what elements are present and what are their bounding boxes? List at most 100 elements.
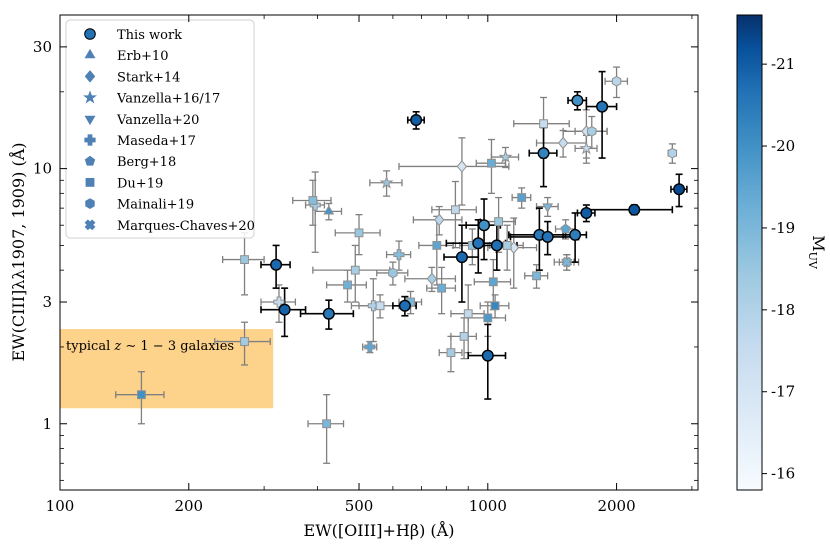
y-tick-label: 30 [33, 38, 52, 56]
point-mainali-19 [611, 75, 622, 87]
legend-label: Du+19 [117, 176, 163, 191]
plot-frame [59, 14, 699, 491]
point-vanzella-16-17 [498, 149, 513, 163]
point-du-19 [322, 419, 332, 429]
point-du-19 [432, 241, 442, 250]
point-du-19 [343, 280, 352, 290]
legend-marker-plus [84, 134, 96, 146]
colorbar-tick-label: -19 [771, 219, 795, 237]
legend-marker-x [84, 219, 96, 231]
point-mainali-19 [388, 267, 398, 279]
legend-box [65, 19, 255, 239]
point-maseda-17 [364, 341, 376, 353]
x-tick-label: 200 [174, 497, 203, 515]
legend-label: Marques-Chaves+20 [117, 219, 255, 234]
point-this-work [481, 349, 494, 362]
point-this-work [571, 94, 584, 107]
point-this-work [673, 183, 686, 196]
point-du-19 [240, 337, 249, 346]
y-tick-label: 3 [42, 293, 52, 311]
point-du-19 [350, 265, 360, 275]
legend-marker-diamond [84, 70, 96, 83]
point-du-19 [437, 283, 447, 293]
point-stark-14 [433, 213, 445, 227]
point-this-work [537, 147, 550, 160]
legend-marker-triangle-up [84, 48, 96, 59]
colorbar-tick-label: -21 [771, 55, 795, 73]
point-stark-14 [426, 272, 438, 286]
shaded-region [60, 329, 274, 409]
point-this-work [398, 299, 411, 312]
legend-label: Berg+18 [117, 155, 176, 170]
point-du-19 [532, 271, 541, 281]
point-this-work [478, 219, 491, 232]
legend-marker-triangle-down [84, 115, 96, 126]
point-this-work [410, 114, 423, 127]
point-vanzella-20 [542, 203, 554, 213]
legend-marker-circle [84, 28, 96, 40]
point-this-work [322, 307, 335, 320]
point-du-19 [483, 313, 493, 323]
point-du-19 [494, 217, 504, 226]
point-du-19 [539, 119, 548, 129]
point-this-work [596, 100, 609, 113]
point-vanzella-16-17 [579, 141, 594, 155]
y-tick-label: 10 [33, 160, 52, 178]
point-du-19 [488, 277, 498, 287]
axes: 100 200 500 1000 2000 1 3 10 30 [33, 15, 698, 515]
shaded-region-layer: typical z ∼ 1 − 3 galaxies [60, 329, 274, 409]
legend-label: Mainali+19 [117, 198, 194, 213]
legend-marker-square [85, 177, 95, 187]
legend-label: Maseda+17 [117, 134, 196, 149]
point-vanzella-16-17 [379, 175, 394, 189]
y-tick-label: 1 [42, 415, 52, 433]
point-du-19 [502, 241, 512, 250]
legend-label: Vanzella+20 [116, 113, 199, 128]
point-du-19 [490, 301, 500, 311]
legend-label: Erb+10 [117, 49, 168, 64]
point-du-19 [487, 158, 496, 168]
point-du-19 [517, 193, 527, 202]
point-this-work [580, 206, 593, 219]
point-marques-chaves-20 [561, 256, 573, 268]
legend-marker-hexagon [85, 198, 95, 209]
legend-label: Vanzella+16/17 [116, 92, 220, 107]
point-this-work [628, 203, 641, 216]
colorbar-tick-label: -20 [771, 137, 795, 155]
point-maseda-17 [393, 249, 405, 261]
points-layer [137, 75, 686, 429]
colorbar [736, 14, 763, 491]
x-tick-label: 1000 [469, 497, 507, 515]
point-du-19 [240, 255, 249, 264]
point-this-work [278, 303, 291, 316]
point-berg-18 [560, 223, 571, 234]
y-axis-label: EW(CIII]λλ1907, 1909) (Å) [8, 142, 28, 361]
colorbar-label: MUV [806, 235, 828, 270]
legend: This work Erb+10 Stark+14 Vanzella+16/17 Van… [65, 19, 255, 239]
shaded-region-label: typical z ∼ 1 − 3 galaxies [66, 339, 234, 354]
point-mainali-19 [587, 125, 597, 137]
x-axis-label: EW([OIII]+Hβ) (Å) [304, 520, 455, 540]
colorbar-tick-label: -18 [771, 301, 795, 319]
point-stark-14 [557, 136, 569, 150]
point-this-work [455, 251, 468, 264]
x-tick-label: 500 [345, 497, 374, 515]
legend-marker-star [83, 90, 97, 104]
point-du-19 [459, 331, 469, 341]
colorbar-tick-label: -17 [771, 383, 795, 401]
point-du-19 [354, 228, 364, 238]
point-du-19 [463, 309, 473, 319]
legend-marker-pentagon [84, 155, 96, 166]
point-du-19 [446, 348, 456, 358]
point-this-work [270, 258, 283, 271]
point-du-19 [450, 205, 460, 215]
point-du-19 [137, 390, 146, 400]
point-erb-10 [323, 205, 335, 215]
colorbar-ticks: -21 -20 -19 -18 -17 -16 [762, 55, 795, 483]
point-this-work [490, 239, 503, 252]
legend-label: Stark+14 [117, 70, 180, 85]
x-tick-label: 2000 [597, 497, 635, 515]
point-du-19 [308, 196, 318, 205]
point-stark-14 [456, 160, 468, 173]
